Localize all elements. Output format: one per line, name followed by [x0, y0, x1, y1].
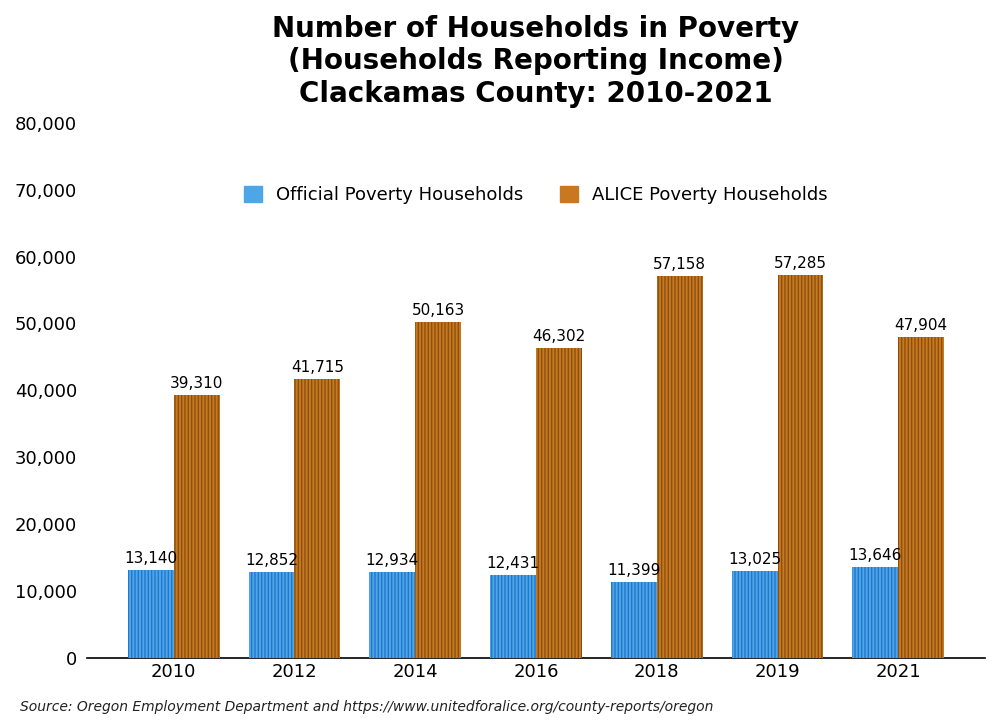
Text: 50,163: 50,163 — [412, 303, 465, 318]
Bar — [732, 571, 778, 658]
Bar — [249, 572, 294, 658]
Bar — [490, 575, 536, 658]
Title: Number of Households in Poverty
(Households Reporting Income)
Clackamas County: : Number of Households in Poverty (Househo… — [272, 15, 800, 108]
Bar — [128, 570, 174, 658]
Bar — [536, 348, 582, 658]
Text: 13,646: 13,646 — [849, 548, 902, 563]
Bar — [611, 582, 657, 658]
Text: 57,285: 57,285 — [774, 256, 827, 270]
Text: 41,715: 41,715 — [291, 360, 344, 375]
Text: 12,431: 12,431 — [486, 556, 540, 571]
Bar — [294, 379, 340, 658]
Bar — [898, 337, 944, 658]
Text: Source: Oregon Employment Department and https://www.unitedforalice.org/county-r: Source: Oregon Employment Department and… — [20, 700, 713, 714]
Text: 13,140: 13,140 — [124, 551, 177, 566]
Text: 47,904: 47,904 — [895, 318, 948, 334]
Bar — [369, 571, 415, 658]
Text: 12,934: 12,934 — [366, 552, 419, 568]
Legend: Official Poverty Households, ALICE Poverty Households: Official Poverty Households, ALICE Pover… — [235, 177, 837, 213]
Text: 57,158: 57,158 — [653, 257, 706, 272]
Text: 13,025: 13,025 — [728, 552, 781, 567]
Bar — [657, 276, 703, 658]
Bar — [852, 567, 898, 658]
Bar — [778, 275, 823, 658]
Bar — [174, 395, 220, 658]
Text: 11,399: 11,399 — [607, 563, 660, 578]
Text: 12,852: 12,852 — [245, 553, 298, 568]
Text: 39,310: 39,310 — [170, 376, 223, 391]
Text: 46,302: 46,302 — [532, 329, 586, 344]
Bar — [415, 323, 461, 658]
